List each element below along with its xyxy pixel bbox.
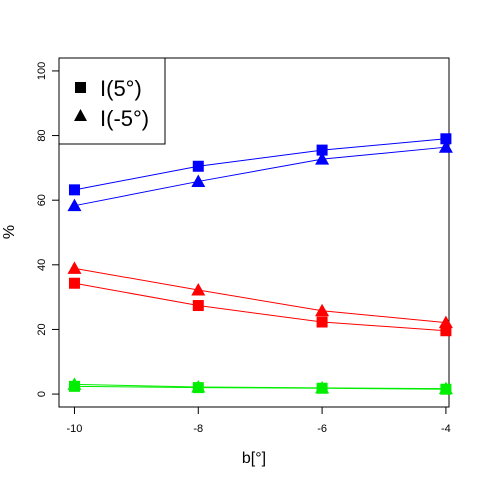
data-point-square xyxy=(68,184,80,196)
y-tick-label: 40 xyxy=(36,259,48,271)
series-line xyxy=(74,282,446,332)
x-axis: -10 -8 -6 -4 xyxy=(67,406,451,435)
x-axis-title: b[°] xyxy=(242,450,266,467)
y-axis-title: % xyxy=(1,225,18,239)
data-point-triangle xyxy=(315,152,330,165)
x-tick-label: -6 xyxy=(317,423,327,435)
data-point-triangle xyxy=(191,283,206,296)
x-tick-label: -10 xyxy=(67,423,83,435)
legend-square-marker xyxy=(75,82,86,93)
y-axis: 0 20 40 60 80 100 xyxy=(36,62,60,397)
data-point-triangle xyxy=(438,140,453,153)
data-point-triangle xyxy=(67,198,82,212)
data-point-triangle xyxy=(315,380,330,394)
series-layer xyxy=(67,133,453,395)
series-line xyxy=(74,267,446,324)
y-tick-label: 0 xyxy=(36,391,48,397)
series-1 xyxy=(67,140,453,212)
legend-triangle-marker xyxy=(74,109,87,121)
legend-box xyxy=(58,57,166,145)
series-0 xyxy=(68,133,452,196)
data-point-square xyxy=(440,133,452,145)
series-line xyxy=(74,146,446,207)
data-point-triangle xyxy=(315,303,330,317)
data-point-triangle xyxy=(438,315,453,329)
series-line xyxy=(74,383,446,390)
series-2 xyxy=(68,277,452,337)
data-point-triangle xyxy=(438,381,453,395)
x-tick-label: -4 xyxy=(441,423,451,435)
series-3 xyxy=(67,261,453,329)
x-tick-label: -8 xyxy=(193,423,203,435)
legend: I(5°) I(-5°) xyxy=(58,57,166,145)
data-point-triangle xyxy=(67,261,82,274)
data-point-triangle xyxy=(191,379,206,393)
data-point-triangle xyxy=(191,174,206,187)
data-point-triangle xyxy=(67,377,82,390)
data-point-square xyxy=(440,325,452,337)
data-point-square xyxy=(316,316,328,328)
data-point-square xyxy=(192,160,204,172)
data-point-square xyxy=(316,144,328,156)
data-point-square xyxy=(192,300,204,312)
series-5 xyxy=(67,377,453,395)
data-point-square xyxy=(68,277,80,289)
y-tick-label: 80 xyxy=(36,129,48,141)
y-tick-label: 20 xyxy=(36,323,48,335)
y-tick-label: 60 xyxy=(36,194,48,206)
series-line xyxy=(74,138,446,191)
legend-label-0: I(5°) xyxy=(100,76,142,101)
y-tick-label: 100 xyxy=(36,62,48,80)
legend-label-1: I(-5°) xyxy=(100,106,149,131)
